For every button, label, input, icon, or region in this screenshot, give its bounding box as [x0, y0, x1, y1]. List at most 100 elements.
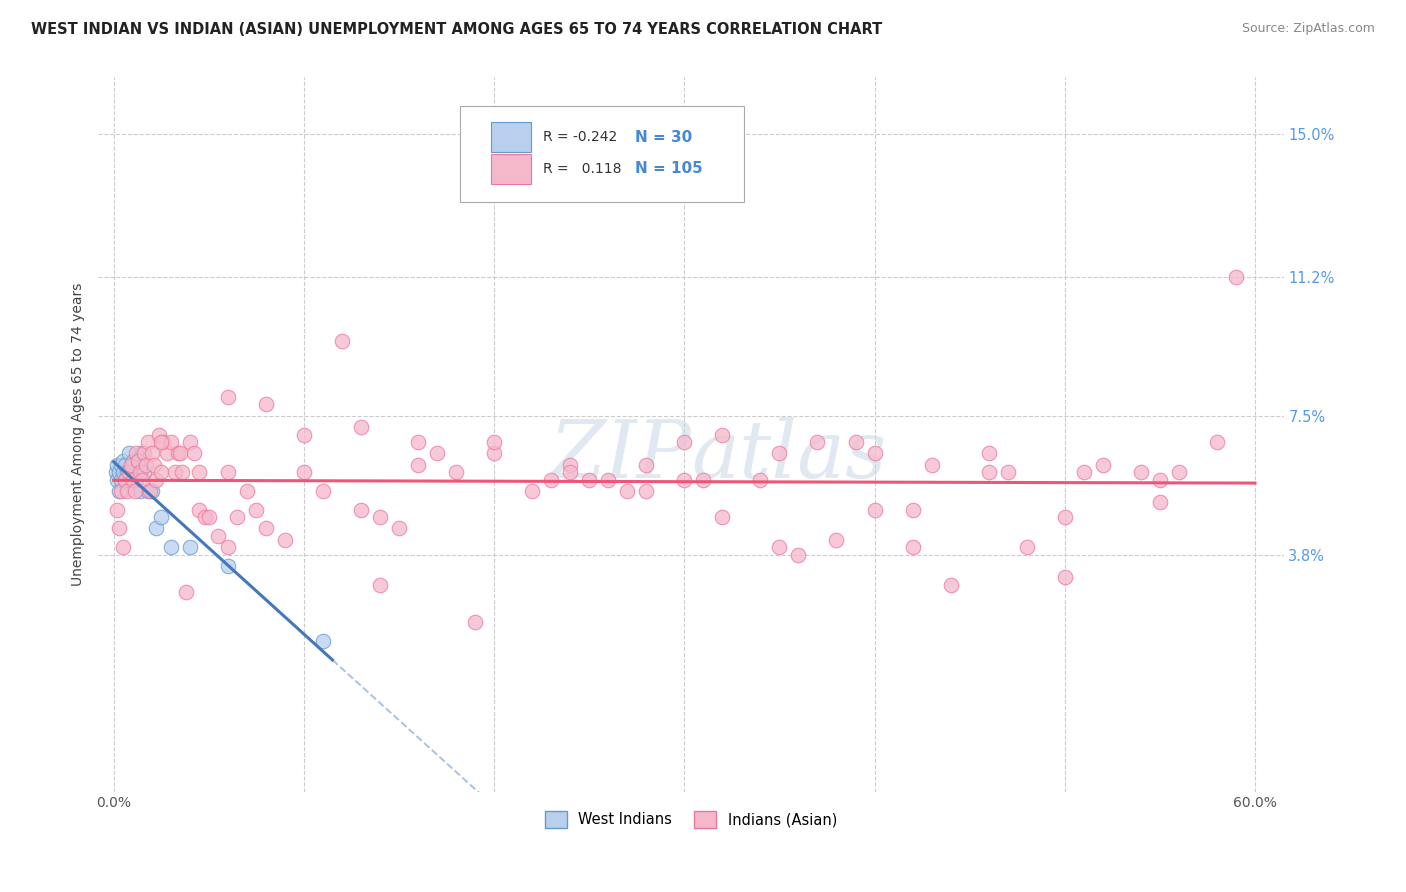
Point — [145, 521, 167, 535]
Point — [482, 435, 505, 450]
Point — [482, 446, 505, 460]
Point — [426, 446, 449, 460]
Point — [131, 473, 153, 487]
Point — [939, 578, 962, 592]
Point — [977, 446, 1000, 460]
Point — [1091, 458, 1114, 472]
Point — [136, 483, 159, 498]
Point — [112, 454, 135, 468]
Point — [312, 483, 335, 498]
Point — [406, 435, 429, 450]
Point — [112, 465, 135, 479]
Point — [139, 483, 162, 498]
Point — [150, 510, 173, 524]
Point — [768, 541, 790, 555]
Point — [217, 465, 239, 479]
Point — [163, 465, 186, 479]
Point — [114, 458, 136, 472]
Point — [125, 473, 148, 487]
Point — [135, 458, 157, 472]
Point — [108, 521, 131, 535]
Point — [844, 435, 866, 450]
Y-axis label: Unemployment Among Ages 65 to 74 years: Unemployment Among Ages 65 to 74 years — [72, 283, 86, 586]
Point — [406, 458, 429, 472]
Point — [236, 483, 259, 498]
Point — [1015, 541, 1038, 555]
Point — [150, 465, 173, 479]
Point — [254, 397, 277, 411]
Text: atlas: atlas — [690, 417, 886, 495]
Point — [120, 473, 142, 487]
Point — [711, 510, 734, 524]
Point — [194, 510, 217, 524]
Point — [464, 615, 486, 630]
Point — [226, 510, 249, 524]
Point — [207, 529, 229, 543]
Point — [245, 502, 267, 516]
Point — [121, 454, 143, 468]
Point — [368, 510, 391, 524]
Point — [1073, 465, 1095, 479]
Point — [616, 483, 638, 498]
Point — [110, 458, 132, 472]
Point — [131, 446, 153, 460]
Point — [217, 390, 239, 404]
Point — [1149, 495, 1171, 509]
Point — [148, 427, 170, 442]
Point — [636, 458, 658, 472]
Point — [768, 446, 790, 460]
Point — [901, 541, 924, 555]
Point — [1206, 435, 1229, 450]
Point — [806, 435, 828, 450]
Point — [156, 446, 179, 460]
Point — [636, 483, 658, 498]
Point — [560, 458, 582, 472]
Point — [560, 465, 582, 479]
Point — [118, 465, 141, 479]
Point — [127, 454, 149, 468]
Legend: West Indians, Indians (Asian): West Indians, Indians (Asian) — [538, 805, 844, 834]
Point — [1167, 465, 1189, 479]
Point — [152, 435, 174, 450]
Point — [292, 427, 315, 442]
Point — [167, 446, 190, 460]
Point — [673, 435, 696, 450]
Text: R = -0.242: R = -0.242 — [543, 130, 617, 145]
Point — [254, 521, 277, 535]
Point — [179, 435, 201, 450]
Point — [132, 446, 155, 460]
Point — [112, 541, 135, 555]
Text: N = 105: N = 105 — [636, 161, 703, 177]
Text: N = 30: N = 30 — [636, 130, 693, 145]
Point — [118, 446, 141, 460]
Point — [124, 483, 146, 498]
Point — [132, 465, 155, 479]
Point — [1053, 570, 1076, 584]
Point — [159, 541, 181, 555]
Point — [901, 502, 924, 516]
Point — [350, 420, 373, 434]
Point — [121, 473, 143, 487]
Point — [1053, 510, 1076, 524]
Point — [292, 465, 315, 479]
Text: ZIP: ZIP — [550, 417, 690, 495]
FancyBboxPatch shape — [491, 122, 531, 153]
Point — [921, 458, 943, 472]
FancyBboxPatch shape — [491, 153, 531, 184]
Point — [183, 446, 205, 460]
Point — [188, 465, 211, 479]
Point — [368, 578, 391, 592]
Point — [159, 435, 181, 450]
Point — [127, 454, 149, 468]
Point — [174, 585, 197, 599]
Point — [108, 465, 131, 479]
Point — [274, 533, 297, 547]
Point — [115, 465, 138, 479]
Point — [520, 483, 543, 498]
Point — [578, 473, 600, 487]
Point — [673, 473, 696, 487]
Point — [108, 483, 131, 498]
Point — [172, 465, 194, 479]
Point — [107, 458, 129, 472]
Point — [217, 559, 239, 574]
